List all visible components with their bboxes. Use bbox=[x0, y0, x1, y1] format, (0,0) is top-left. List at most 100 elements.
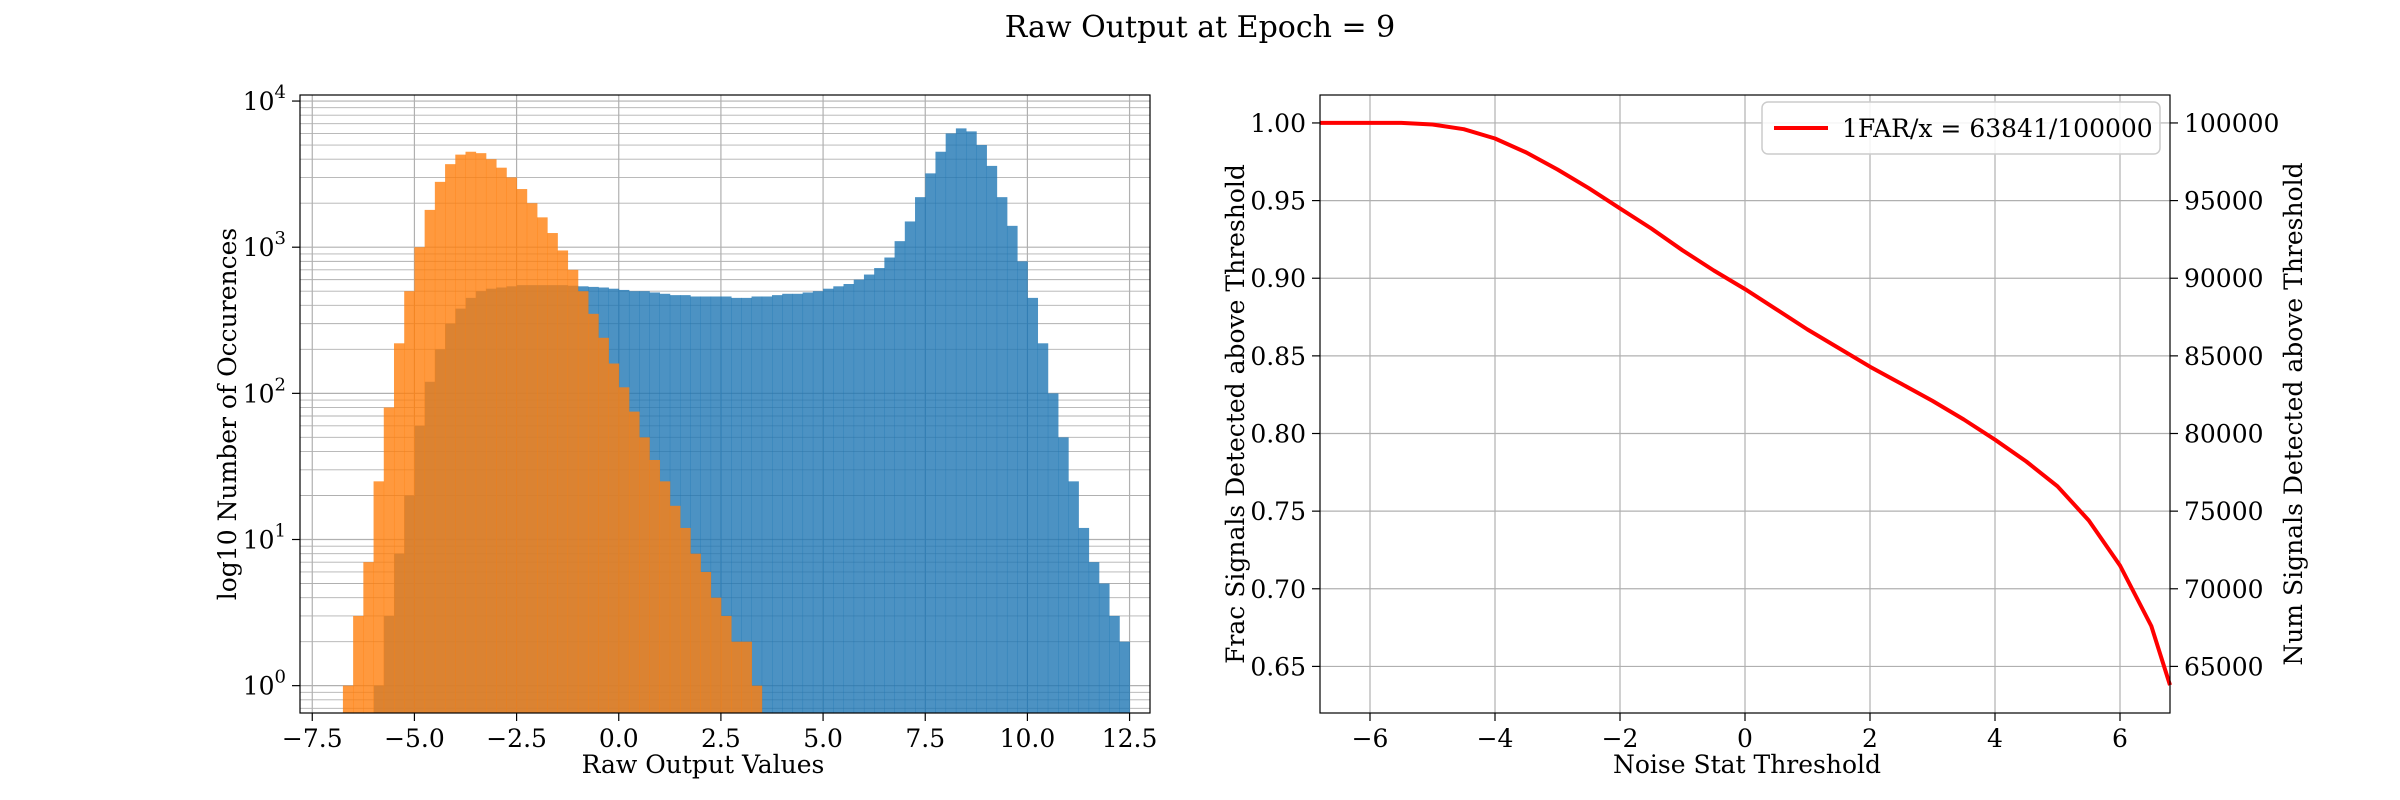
histogram-bar-series-2 bbox=[588, 313, 599, 713]
histogram-bar-series-2 bbox=[485, 159, 497, 713]
histogram-bar-series-2 bbox=[628, 411, 640, 713]
histogram-bar-series-2 bbox=[669, 505, 681, 713]
histogram-y-tick-label: 103 bbox=[243, 228, 286, 262]
histogram-bar-series-1 bbox=[771, 295, 783, 713]
histogram-bar-series-2 bbox=[516, 189, 528, 713]
line-grid bbox=[1320, 95, 2170, 713]
histogram-bar-series-2 bbox=[639, 437, 650, 713]
histogram-bar-series-2 bbox=[353, 615, 364, 713]
histogram-x-tick-label: 5.0 bbox=[803, 724, 843, 753]
line-y-tick-label-left: 0.85 bbox=[1250, 342, 1306, 371]
histogram-bar-series-2 bbox=[700, 571, 712, 713]
histogram-x-tick-label: 12.5 bbox=[1102, 724, 1158, 753]
histogram-bar-series-1 bbox=[802, 292, 814, 713]
legend: 1FAR/x = 63841/100000 bbox=[1761, 101, 2161, 155]
line-x-ticks: −6 −4 −2 0 2 4 6 bbox=[1352, 713, 2128, 753]
line-x-axis-label: Noise Stat Threshold bbox=[1613, 750, 1881, 779]
histogram-y-ticks: 100 101 102 103 104 bbox=[243, 82, 300, 701]
line-y-tick-label-right: 65000 bbox=[2184, 652, 2264, 681]
line-x-tick-label: −2 bbox=[1602, 724, 1639, 753]
histogram-bar-series-1 bbox=[1119, 641, 1130, 713]
histogram-bar-series-1 bbox=[863, 274, 875, 713]
histogram-bar-series-1 bbox=[1047, 393, 1059, 713]
histogram-bar-series-1 bbox=[966, 131, 977, 713]
histogram-bar-series-1 bbox=[680, 295, 691, 713]
histogram-bar-series-1 bbox=[751, 296, 763, 713]
histogram-bar-series-2 bbox=[537, 217, 548, 713]
histogram-bar-series-1 bbox=[690, 296, 701, 713]
histogram-bar-series-1 bbox=[1088, 562, 1100, 713]
line-y-tick-label-left: 1.00 bbox=[1250, 109, 1306, 138]
histogram-bar-series-1 bbox=[761, 296, 773, 713]
histogram-bar-series-1 bbox=[884, 257, 895, 713]
histogram-bar-series-1 bbox=[843, 284, 855, 713]
histogram-bar-series-2 bbox=[659, 481, 671, 713]
line-y-tick-label-left: 0.80 bbox=[1250, 420, 1306, 449]
histogram-y-tick-label: 104 bbox=[243, 82, 286, 116]
histogram-bar-series-1 bbox=[1078, 527, 1090, 713]
histogram-bar-series-2 bbox=[414, 247, 426, 713]
line-y-tick-label-left: 0.75 bbox=[1250, 497, 1306, 526]
histogram-bar-series-1 bbox=[935, 151, 947, 713]
histogram-bar-series-2 bbox=[526, 203, 538, 713]
histogram-bar-series-2 bbox=[608, 363, 620, 713]
histogram-x-tick-label: 2.5 bbox=[701, 724, 741, 753]
line-y-tick-label-left: 0.95 bbox=[1250, 187, 1306, 216]
histogram-bar-series-1 bbox=[669, 295, 681, 713]
histogram-bar-series-2 bbox=[445, 164, 456, 714]
histogram-bar-series-2 bbox=[751, 685, 763, 713]
histogram-bar-series-2 bbox=[434, 181, 446, 713]
histogram-bar-series-1 bbox=[1109, 615, 1120, 713]
histogram-x-tick-label: −5.0 bbox=[384, 724, 445, 753]
histogram-bar-series-1 bbox=[1037, 343, 1049, 713]
histogram-bar-series-1 bbox=[833, 286, 844, 713]
histogram-bar-series-1 bbox=[782, 293, 793, 713]
histogram-bar-series-2 bbox=[577, 291, 589, 713]
line-y-tick-label-right: 75000 bbox=[2184, 497, 2264, 526]
histogram-bar-series-1 bbox=[720, 296, 732, 713]
line-y-tick-label-left: 0.65 bbox=[1250, 652, 1306, 681]
histogram-x-tick-label: −7.5 bbox=[282, 724, 343, 753]
histogram-bar-series-1 bbox=[792, 293, 804, 713]
histogram-y-axis-label: log10 Number of Occurences bbox=[213, 228, 242, 601]
histogram-bar-series-2 bbox=[383, 407, 395, 713]
histogram-bar-series-2 bbox=[506, 177, 517, 713]
histogram-series-2 bbox=[342, 151, 763, 714]
line-y-tick-label-left: 0.90 bbox=[1250, 264, 1306, 293]
histogram-x-axis-label: Raw Output Values bbox=[582, 750, 825, 779]
line-y-tick-label-right: 95000 bbox=[2184, 187, 2264, 216]
histogram-x-tick-label: 10.0 bbox=[1000, 724, 1056, 753]
line-y-tick-label-left: 0.70 bbox=[1250, 575, 1306, 604]
histogram-bar-series-1 bbox=[925, 173, 936, 713]
histogram-bar-series-1 bbox=[710, 296, 722, 713]
histogram-y-tick-label: 100 bbox=[243, 667, 286, 701]
histogram-bar-series-1 bbox=[996, 197, 1008, 713]
line-y-ticks-left: 0.65 0.70 0.75 0.80 0.85 0.90 0.95 1.00 bbox=[1250, 109, 1320, 681]
histogram-bar-series-1 bbox=[904, 221, 916, 713]
line-x-tick-label: 0 bbox=[1737, 724, 1753, 753]
histogram-bar-series-2 bbox=[649, 459, 661, 713]
histogram-bar-series-1 bbox=[1017, 261, 1028, 713]
histogram-plot-frame bbox=[299, 94, 1151, 714]
histogram-bar-series-2 bbox=[363, 562, 374, 713]
line-y-axis-label-right: Num Signals Detected above Threshold bbox=[2279, 162, 2308, 665]
histogram-bar-series-2 bbox=[496, 167, 507, 713]
line-y-tick-label-right: 90000 bbox=[2184, 264, 2264, 293]
histogram-x-ticks: −7.5 −5.0 −2.5 0.0 2.5 5.0 7.5 10.0 12.5 bbox=[282, 713, 1158, 753]
line-x-tick-label: 4 bbox=[1987, 724, 2003, 753]
line-y-tick-label-right: 80000 bbox=[2184, 420, 2264, 449]
line-y-axis-label-left: Frac Signals Detected above Threshold bbox=[1221, 164, 1250, 664]
histogram-x-tick-label: 0.0 bbox=[599, 724, 639, 753]
line-x-tick-label: 2 bbox=[1862, 724, 1878, 753]
line-chart: −6 −4 −2 0 2 4 6 0.65 0.70 0.75 0.80 0.85 0.90 0.95 1… bbox=[1221, 94, 2308, 779]
line-x-tick-label: 6 bbox=[2112, 724, 2128, 753]
histogram-bar-series-2 bbox=[393, 343, 405, 713]
line-series-1 bbox=[1320, 120, 2172, 686]
histogram-bar-series-2 bbox=[731, 641, 742, 713]
figure-title: Raw Output at Epoch = 9 bbox=[1005, 10, 1396, 45]
histogram-bar-series-1 bbox=[1006, 225, 1018, 713]
histogram-bar-series-1 bbox=[1058, 437, 1069, 713]
histogram-bar-series-1 bbox=[915, 197, 926, 713]
histogram-bar-series-2 bbox=[424, 209, 436, 714]
